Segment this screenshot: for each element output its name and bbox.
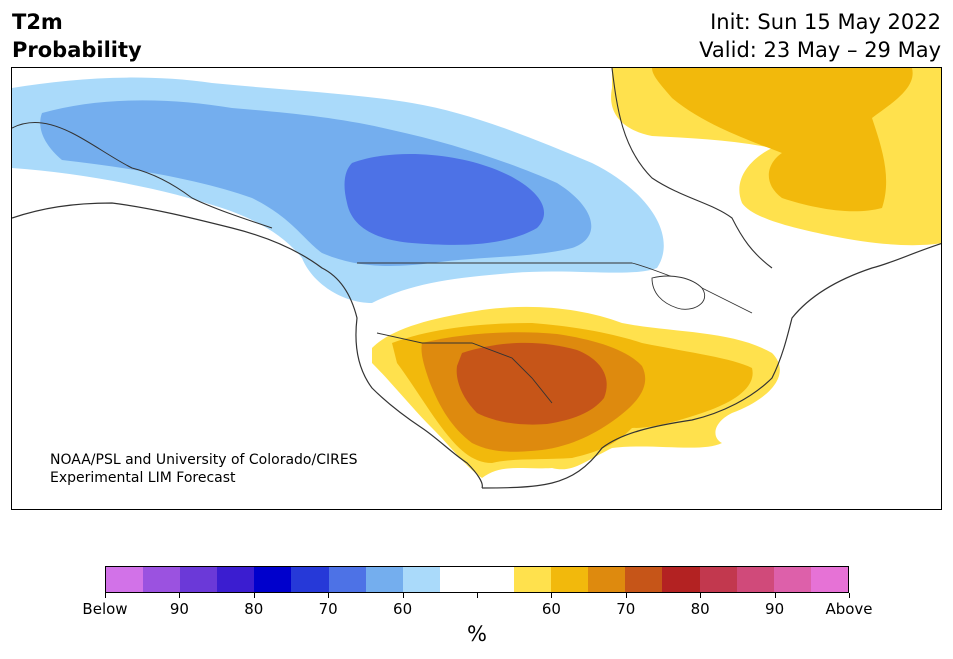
- colorbar-swatch: [439, 567, 477, 592]
- colorbar-tick: [402, 593, 404, 598]
- colorbar-tick: [179, 593, 181, 598]
- colorbar-tick: [477, 593, 478, 598]
- great-lakes: [651, 275, 705, 310]
- map-title: T2m Probability: [12, 8, 142, 64]
- map-panel: NOAA/PSL and University of Colorado/CIRE…: [11, 67, 942, 510]
- credit-line-1: NOAA/PSL and University of Colorado/CIRE…: [50, 452, 358, 468]
- colorbar-swatch: [476, 567, 515, 592]
- colorbar-unit: %: [467, 622, 487, 646]
- colorbar-swatch: [143, 567, 181, 592]
- valid-range: Valid: 23 May – 29 May: [699, 38, 941, 62]
- colorbar-swatch: [402, 567, 440, 592]
- probability-colorbar: [105, 566, 849, 593]
- colorbar-tick: [625, 593, 627, 598]
- colorbar-swatch: [773, 567, 811, 592]
- colorbar-tick-label: Below: [82, 600, 128, 618]
- title-variable: T2m: [12, 10, 63, 34]
- title-type: Probability: [12, 38, 142, 62]
- colorbar-swatch: [180, 567, 218, 592]
- colorbar-tick: [253, 593, 255, 598]
- colorbar-swatch: [662, 567, 700, 592]
- colorbar-swatch: [217, 567, 255, 592]
- colorbar-tick: [328, 593, 330, 598]
- colorbar-tick-label: 90: [765, 600, 785, 618]
- colorbar-swatch: [514, 567, 552, 592]
- forecast-dates: Init: Sun 15 May 2022 Valid: 23 May – 29…: [699, 8, 941, 64]
- coastline: [12, 202, 941, 489]
- alaska-coast: [12, 122, 273, 229]
- colorbar-swatch: [365, 567, 403, 592]
- probability-map: [12, 68, 941, 489]
- colorbar-tick-label: 70: [616, 600, 636, 618]
- colorbar-tick: [551, 593, 553, 598]
- credit-line-2: Experimental LIM Forecast: [50, 470, 236, 486]
- colorbar-tick: [700, 593, 702, 598]
- colorbar-tick: [105, 593, 106, 598]
- warm-ne-65-region: [652, 68, 913, 212]
- colorbar-swatch: [736, 567, 774, 592]
- credit-text: NOAA/PSL and University of Colorado/CIRE…: [50, 451, 358, 487]
- colorbar-tick: [849, 593, 850, 598]
- colorbar-tick: [774, 593, 776, 598]
- us-mexico-border: [376, 332, 553, 404]
- colorbar-swatch: [588, 567, 626, 592]
- colorbar-swatch: [254, 567, 292, 592]
- colorbar-tick-label: 80: [244, 600, 264, 618]
- colorbar-swatch: [328, 567, 366, 592]
- colorbar-swatch: [551, 567, 589, 592]
- hudson-bay-coast: [611, 68, 773, 269]
- warm-75-region: [456, 342, 607, 425]
- colorbar-swatch: [625, 567, 663, 592]
- colorbar-swatch: [291, 567, 329, 592]
- colorbar-tick-label: 80: [690, 600, 710, 618]
- colorbar-swatch: [699, 567, 737, 592]
- cold-80-region: [344, 153, 545, 245]
- colorbar-tick-label: 90: [169, 600, 189, 618]
- colorbar-swatch: [106, 567, 144, 592]
- colorbar-tick-label: 70: [318, 600, 338, 618]
- colorbar-swatch: [810, 567, 848, 592]
- colorbar-tick-label: 60: [541, 600, 561, 618]
- colorbar-tick-label: Above: [825, 600, 873, 618]
- colorbar-tick-label: 60: [393, 600, 413, 618]
- init-date: Init: Sun 15 May 2022: [710, 10, 941, 34]
